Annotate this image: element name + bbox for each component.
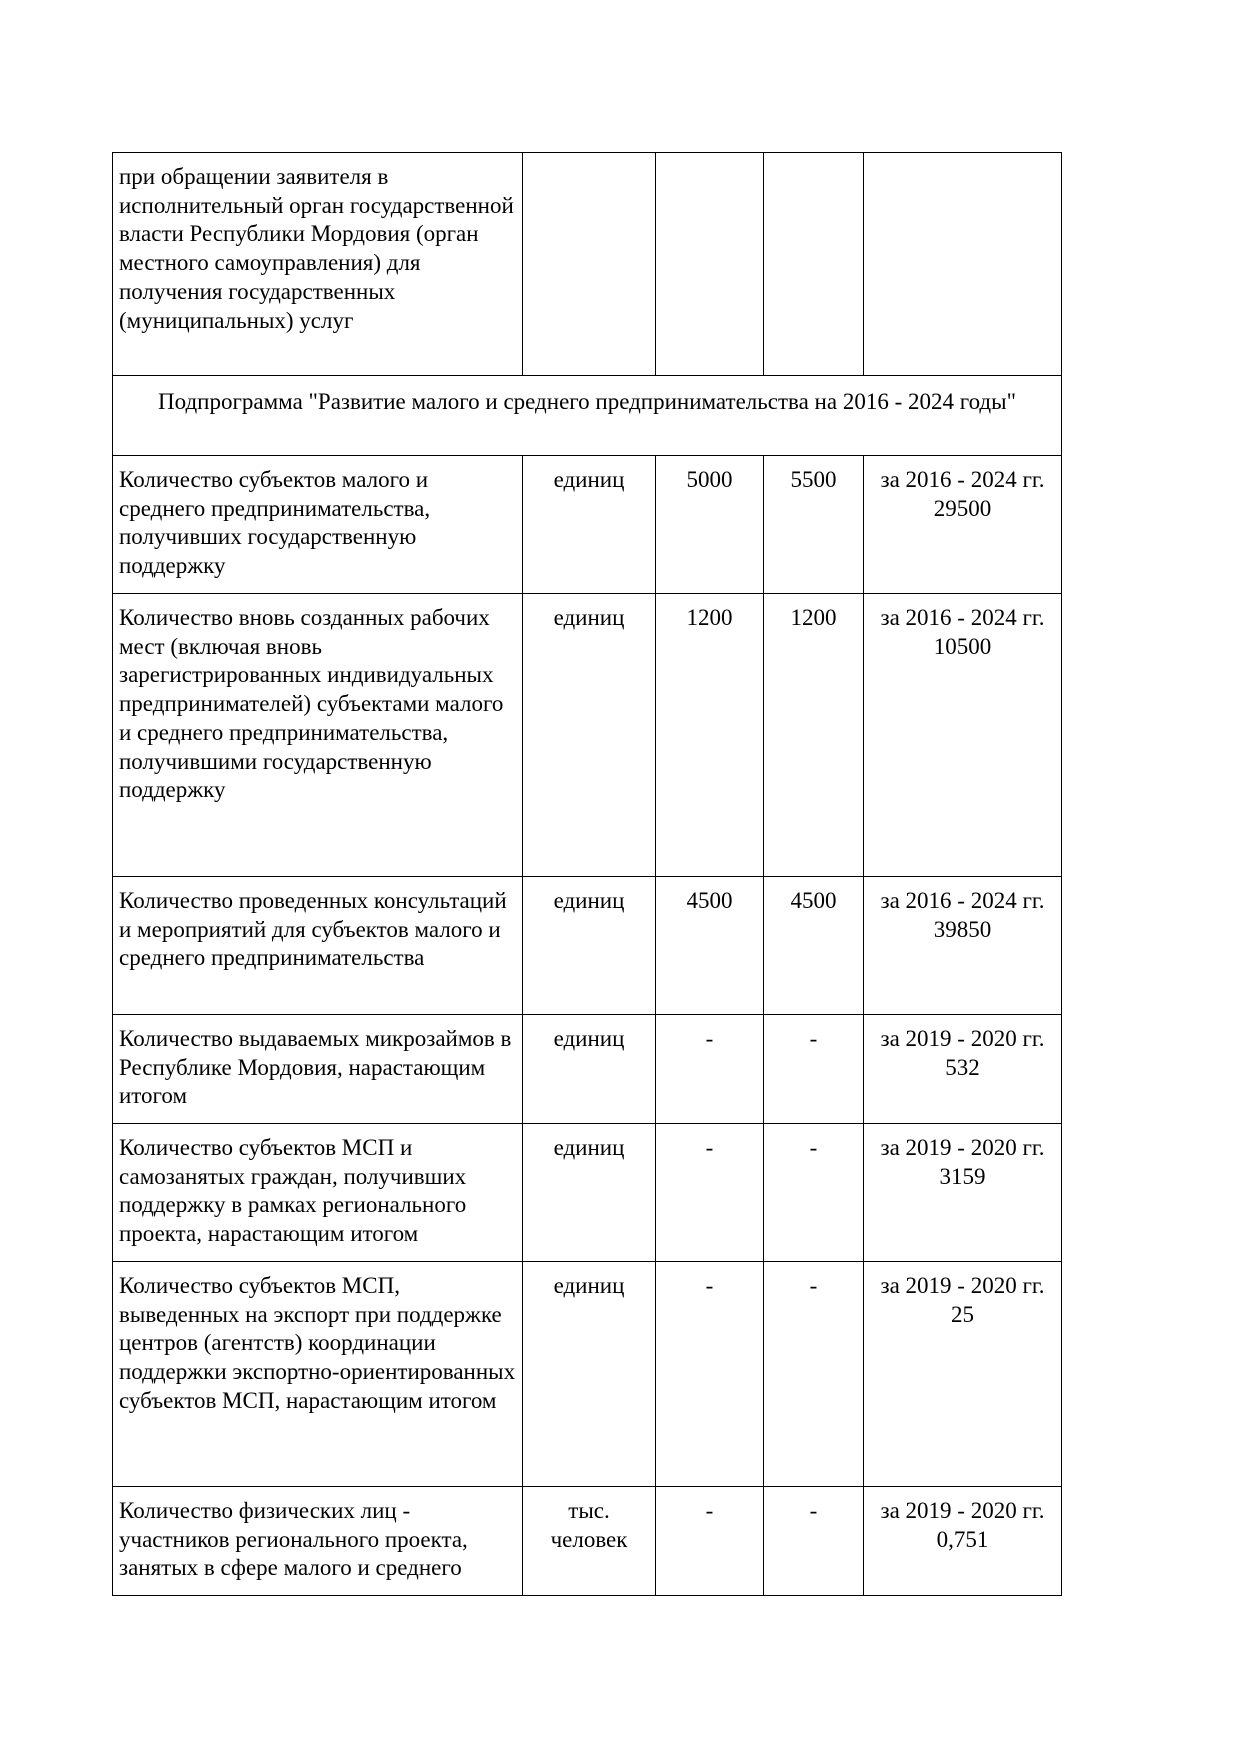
total-value: 39850 [933,916,992,942]
value-cell [763,152,864,376]
value-cell: 5500 [763,455,864,594]
unit-cell: тыс. человек [522,1486,656,1596]
section-row: Подпрограмма "Развитие малого и среднего… [112,375,1062,456]
table-row: при обращении заявителя в исполнительный… [112,152,1062,376]
value-cell: - [763,1486,864,1596]
table-row: Количество физических лиц - участников р… [112,1486,1062,1596]
value-cell: - [655,1486,764,1596]
table-row: Количество вновь созданных рабочих мест … [112,593,1062,877]
period-label: за 2019 - 2020 гг. [880,1273,1045,1298]
period-label: за 2019 - 2020 гг. [880,1026,1045,1051]
value-cell: 1200 [655,593,764,877]
indicator-name: при обращении заявителя в исполнительный… [112,152,523,376]
total-cell: за 2019 - 2020 гг. 532 [863,1014,1062,1124]
value-cell: - [655,1123,764,1262]
total-value: 532 [945,1054,980,1080]
total-cell: за 2019 - 2020 гг. 3159 [863,1123,1062,1262]
indicator-name: Количество выдаваемых микрозаймов в Респ… [112,1014,523,1124]
indicator-name: Количество проведенных консультаций и ме… [112,876,523,1015]
table-row: Количество субъектов МСП и самозанятых г… [112,1123,1062,1262]
value-cell: - [655,1261,764,1487]
value-cell: - [763,1123,864,1262]
total-value: 29500 [933,495,992,521]
indicator-name: Количество физических лиц - участников р… [112,1486,523,1596]
unit-cell [522,152,656,376]
total-cell [863,152,1062,376]
unit-cell: единиц [522,1014,656,1124]
value-cell: 4500 [763,876,864,1015]
total-value: 3159 [939,1163,986,1189]
total-value: 10500 [933,633,992,659]
indicator-name: Количество субъектов МСП, выведенных на … [112,1261,523,1487]
period-label: за 2016 - 2024 гг. [880,888,1045,913]
value-cell: 5000 [655,455,764,594]
unit-cell: единиц [522,593,656,877]
period-label: за 2016 - 2024 гг. [880,605,1045,630]
indicator-name: Количество субъектов малого и среднего п… [112,455,523,594]
total-cell: за 2016 - 2024 гг. 29500 [863,455,1062,594]
value-cell [655,152,764,376]
unit-cell: единиц [522,1123,656,1262]
table-row: Количество субъектов малого и среднего п… [112,455,1062,594]
indicator-name: Количество субъектов МСП и самозанятых г… [112,1123,523,1262]
period-label: за 2016 - 2024 гг. [880,467,1045,492]
value-cell: - [763,1261,864,1487]
total-value: 0,751 [936,1526,989,1552]
total-cell: за 2016 - 2024 гг. 39850 [863,876,1062,1015]
total-cell: за 2019 - 2020 гг. 0,751 [863,1486,1062,1596]
total-cell: за 2016 - 2024 гг. 10500 [863,593,1062,877]
value-cell: - [655,1014,764,1124]
period-label: за 2019 - 2020 гг. [880,1498,1045,1523]
value-cell: - [763,1014,864,1124]
unit-cell: единиц [522,455,656,594]
unit-cell: единиц [522,876,656,1015]
section-title: Подпрограмма "Развитие малого и среднего… [112,375,1062,456]
value-cell: 1200 [763,593,864,877]
unit-cell: единиц [522,1261,656,1487]
table-row: Количество проведенных консультаций и ме… [112,876,1062,1015]
indicator-name: Количество вновь созданных рабочих мест … [112,593,523,877]
period-label: за 2019 - 2020 гг. [880,1135,1045,1160]
total-value: 25 [951,1301,974,1327]
value-cell: 4500 [655,876,764,1015]
table-row: Количество выдаваемых микрозаймов в Респ… [112,1014,1062,1124]
indicators-table: при обращении заявителя в исполнительный… [112,152,1062,1596]
total-cell: за 2019 - 2020 гг. 25 [863,1261,1062,1487]
table-row: Количество субъектов МСП, выведенных на … [112,1261,1062,1487]
